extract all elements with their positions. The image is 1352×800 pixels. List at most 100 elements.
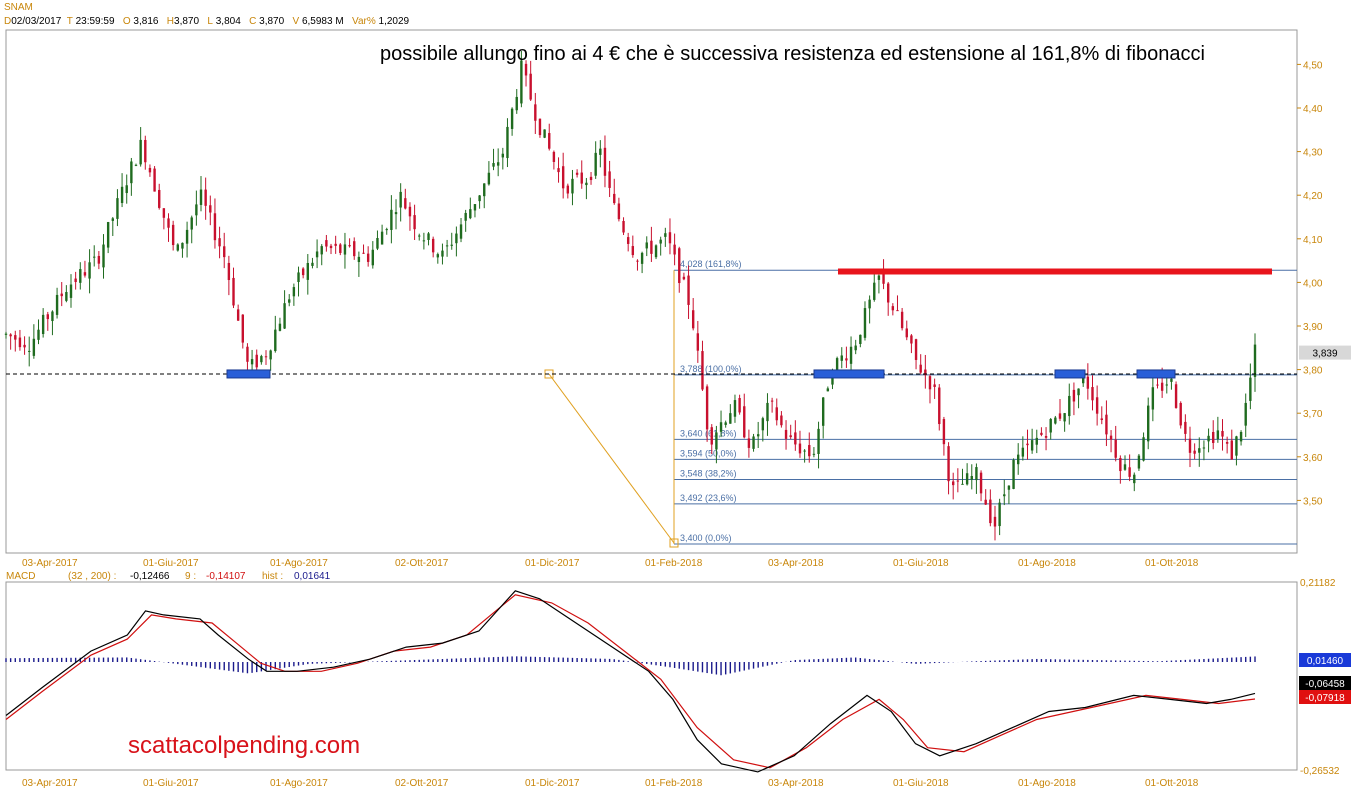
candle-body (761, 418, 765, 431)
candle-body (924, 369, 927, 376)
candle-body (608, 171, 611, 188)
candle-body (956, 480, 960, 482)
x-tick-label: 02-Ott-2017 (395, 558, 449, 569)
candle-body (371, 249, 375, 266)
y-tick-label: 4,20 (1303, 191, 1323, 202)
candle-body (116, 198, 119, 219)
candle-body (185, 229, 189, 244)
candle-body (798, 443, 802, 454)
candle-body (817, 428, 820, 454)
candle-body (640, 252, 644, 264)
candle-body (464, 212, 467, 221)
open-key: O (122, 16, 131, 27)
macd-x-tick-label: 01-Ago-2018 (1018, 778, 1076, 789)
candle-body (120, 186, 124, 204)
date-key: D (4, 16, 12, 27)
x-tick-label: 01-Dic-2017 (525, 558, 580, 569)
candle-body (970, 475, 973, 480)
candle-body (1128, 467, 1131, 477)
candle-body (1198, 448, 1201, 453)
candle-body (1109, 435, 1113, 440)
time-value: 23:59:59 (75, 16, 115, 27)
last-price-label: 3,839 (1312, 349, 1337, 360)
candle-body (1156, 384, 1159, 386)
low-key: L (207, 16, 213, 27)
ohlc-header: D02/03/2017 T 23:59:59 O 3,816 H3,870 L … (4, 16, 409, 27)
candle-body (362, 252, 365, 254)
candle-body (789, 435, 792, 438)
candle-body (139, 139, 142, 165)
support-zone-marker (226, 369, 271, 379)
candle-body (854, 345, 857, 351)
y-tick-label: 3,50 (1303, 496, 1323, 507)
x-tick-label: 03-Apr-2018 (768, 558, 824, 569)
candle-body (1249, 377, 1252, 401)
candle-body (808, 445, 811, 457)
candle-body (1137, 455, 1141, 469)
var-key: Var% (352, 16, 376, 27)
candle-body (933, 384, 936, 387)
y-tick-label: 4,40 (1303, 104, 1323, 115)
candle-body (292, 287, 296, 297)
candle-body (1133, 474, 1136, 484)
candle-body (4, 333, 8, 335)
candle-body (14, 335, 17, 340)
candle-body (951, 481, 955, 486)
candle-body (213, 213, 217, 241)
candle-body (158, 189, 161, 208)
candle-body (487, 172, 491, 185)
candle-body (831, 375, 834, 385)
candle-body (826, 388, 830, 392)
candle-body (673, 244, 676, 255)
candle-body (102, 244, 105, 268)
candle-body (1012, 459, 1015, 489)
candle-body (283, 303, 286, 329)
support-zone-marker (813, 369, 885, 379)
macd-panel-frame (5, 581, 1298, 771)
macd-signal-line (5, 594, 1256, 769)
candle-body (729, 413, 732, 424)
candle-body (162, 208, 166, 218)
candle-body (218, 238, 221, 247)
candle-body (246, 346, 249, 362)
candle-body (1086, 376, 1090, 389)
candle-body (1170, 378, 1173, 382)
candle-body (914, 339, 918, 360)
macd-x-tick-label: 03-Apr-2018 (768, 778, 824, 789)
candle-body (301, 268, 305, 276)
candle-body (1212, 431, 1215, 443)
candle-body (88, 262, 91, 279)
candle-body (408, 206, 412, 217)
candle-body (236, 309, 240, 321)
candle-body (441, 250, 444, 257)
macd-line (5, 590, 1256, 773)
candle-body (654, 245, 658, 258)
candle-body (1174, 384, 1178, 408)
open-value: 3,816 (133, 16, 159, 27)
candle-body (1077, 388, 1080, 396)
candle-body (450, 244, 453, 246)
candle-body (1235, 436, 1238, 456)
candle-body (1244, 402, 1247, 426)
candle-body (557, 168, 560, 173)
candle-body (975, 467, 978, 481)
candle-body (515, 96, 518, 111)
macd-value-label: -0,07918 (1305, 693, 1345, 704)
candle-body (55, 294, 59, 315)
candle-body (534, 104, 537, 121)
candle-body (306, 262, 310, 280)
candle-body (427, 233, 430, 240)
candle-body (919, 364, 922, 373)
candle-body (74, 278, 77, 283)
candle-body (51, 311, 54, 322)
candle-body (28, 350, 31, 352)
candle-body (278, 323, 282, 331)
candle-body (1091, 387, 1094, 401)
candle-body (756, 434, 760, 437)
candle-body (478, 195, 481, 202)
candle-body (111, 218, 114, 221)
high-value: 3,870 (174, 16, 200, 27)
candle-body (264, 356, 268, 358)
candle-body (483, 183, 486, 197)
